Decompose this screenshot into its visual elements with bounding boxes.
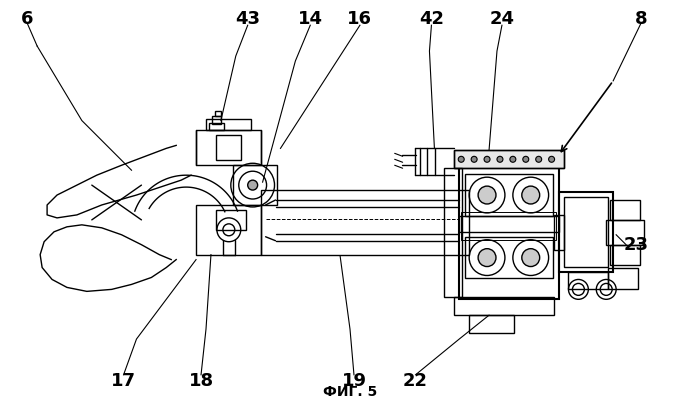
- Text: 19: 19: [342, 372, 366, 390]
- Text: 22: 22: [403, 372, 428, 390]
- Circle shape: [478, 186, 496, 204]
- Bar: [559, 192, 613, 272]
- Bar: [206, 118, 251, 131]
- Circle shape: [522, 249, 540, 266]
- Circle shape: [478, 249, 496, 266]
- Bar: [459, 155, 559, 299]
- Bar: [233, 165, 278, 205]
- Bar: [445, 168, 462, 297]
- Bar: [608, 268, 638, 289]
- Bar: [459, 216, 559, 232]
- Bar: [261, 190, 469, 255]
- Text: 18: 18: [189, 372, 214, 390]
- Bar: [466, 237, 553, 278]
- Bar: [212, 116, 221, 124]
- Bar: [610, 200, 640, 220]
- Text: 14: 14: [298, 10, 323, 28]
- Text: 24: 24: [489, 10, 514, 28]
- Text: 23: 23: [624, 236, 649, 254]
- Bar: [196, 205, 261, 255]
- Bar: [461, 212, 556, 240]
- Circle shape: [522, 186, 540, 204]
- Text: 6: 6: [21, 10, 34, 28]
- Bar: [466, 174, 553, 216]
- Text: ФИГ. 5: ФИГ. 5: [323, 385, 377, 399]
- Circle shape: [535, 156, 542, 162]
- Circle shape: [497, 156, 503, 162]
- Circle shape: [484, 156, 490, 162]
- Bar: [568, 272, 608, 289]
- Bar: [454, 150, 563, 168]
- Circle shape: [510, 156, 516, 162]
- Circle shape: [523, 156, 528, 162]
- Bar: [196, 131, 261, 165]
- Bar: [216, 210, 246, 230]
- Text: 17: 17: [111, 372, 136, 390]
- Bar: [454, 150, 563, 168]
- Bar: [469, 315, 514, 333]
- Bar: [610, 245, 640, 264]
- Bar: [563, 197, 608, 266]
- Bar: [606, 220, 644, 245]
- Bar: [209, 123, 224, 131]
- Circle shape: [247, 180, 258, 190]
- Circle shape: [459, 156, 464, 162]
- Circle shape: [471, 156, 477, 162]
- Circle shape: [549, 156, 554, 162]
- Text: 43: 43: [235, 10, 260, 28]
- Bar: [215, 111, 221, 116]
- Text: 42: 42: [419, 10, 444, 28]
- Bar: [216, 135, 240, 160]
- Text: 8: 8: [635, 10, 647, 28]
- Text: 16: 16: [347, 10, 373, 28]
- Bar: [554, 215, 563, 250]
- Bar: [454, 297, 554, 315]
